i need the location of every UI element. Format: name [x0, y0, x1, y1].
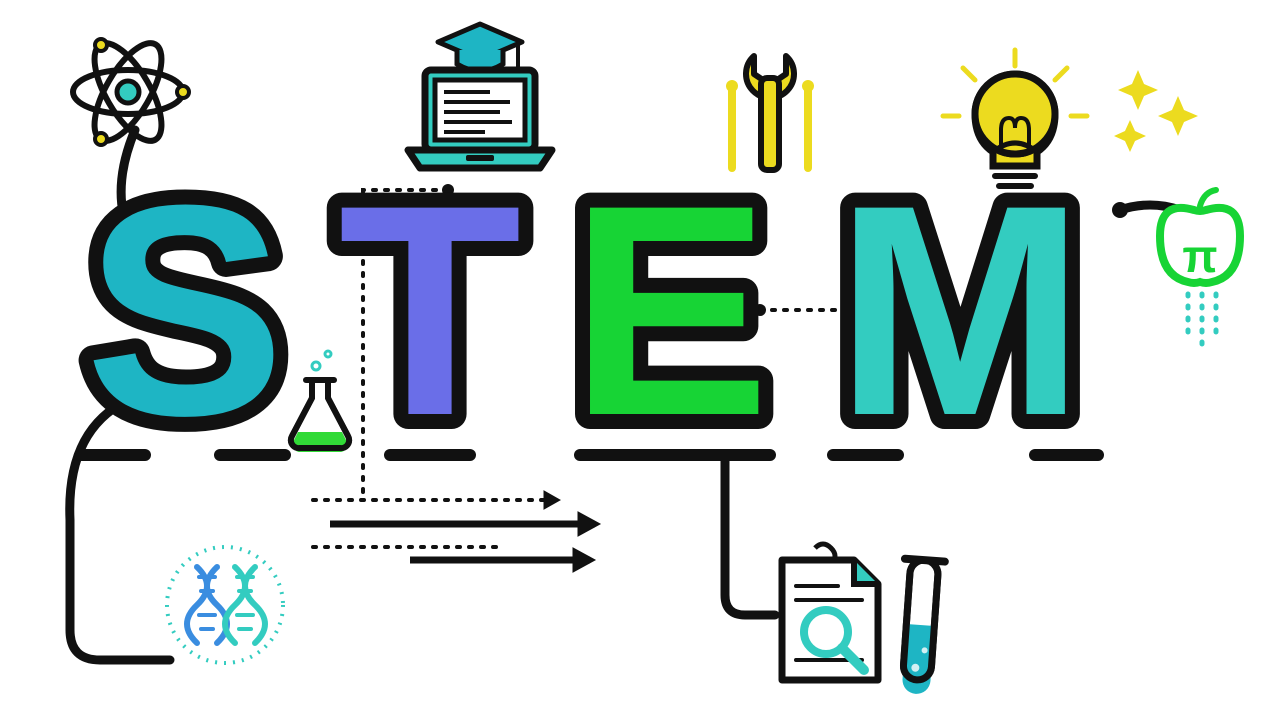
atom-icon [73, 33, 189, 150]
svg-text:M: M [835, 142, 1085, 478]
stem-infographic: S S T T E E M M [0, 0, 1280, 720]
pi-symbol: π [1182, 230, 1217, 282]
magnifier-doc-icon [782, 544, 878, 680]
dna-icon [167, 547, 283, 663]
letter-M: M M [835, 142, 1085, 478]
letter-S: S S [85, 142, 285, 478]
test-tube-icon [896, 559, 945, 695]
dot [1112, 202, 1128, 218]
letter-T: T T [338, 142, 521, 478]
letter-E: E E [570, 142, 770, 478]
connector-doc [725, 455, 775, 615]
sparkle-icon [1114, 70, 1198, 152]
laptop-icon [408, 24, 552, 168]
svg-text:T: T [338, 142, 521, 478]
apple-pi-icon: π [1160, 190, 1240, 348]
letter-S-fill: S [85, 142, 285, 478]
svg-text:E: E [570, 142, 770, 478]
arrow-icon [313, 491, 600, 572]
